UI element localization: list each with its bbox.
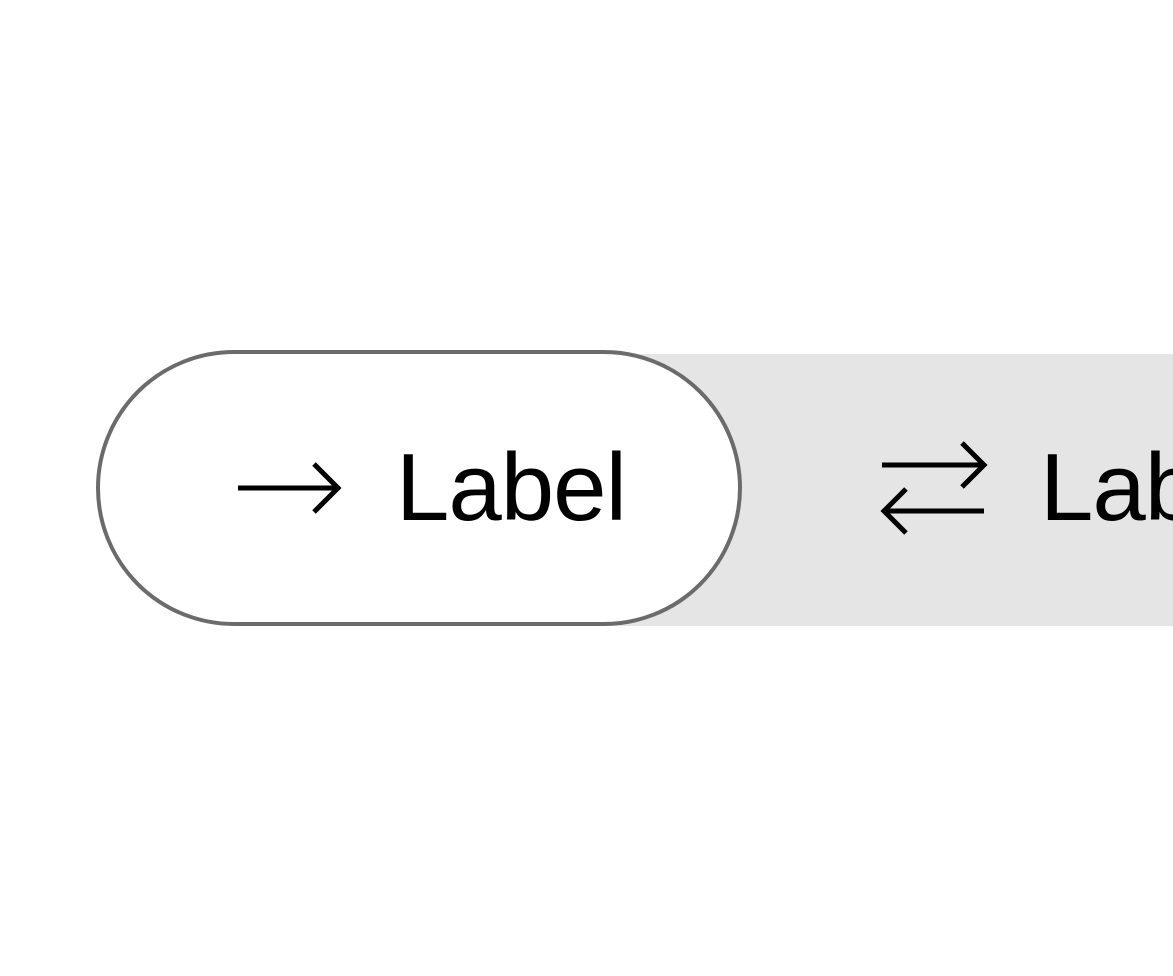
segment-swap-arrows[interactable]: Label xyxy=(880,350,1173,626)
segment-label: Label xyxy=(396,434,627,541)
segment-label: Label xyxy=(1040,434,1173,541)
swap-arrows-icon xyxy=(880,433,990,543)
arrow-right-icon xyxy=(234,433,344,543)
segment-arrow-right[interactable]: Label xyxy=(96,350,742,626)
